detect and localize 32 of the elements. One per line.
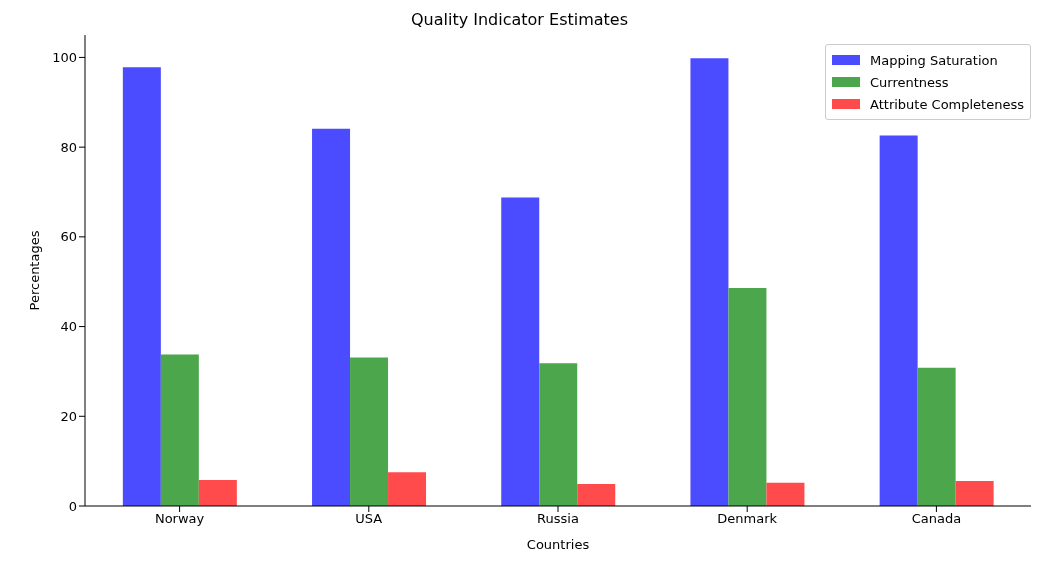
bar [690, 58, 729, 506]
bar [917, 367, 956, 506]
legend-label: Currentness [870, 74, 949, 90]
bar [577, 484, 616, 506]
x-tick-label: Denmark [717, 511, 778, 527]
bar [728, 287, 767, 506]
x-axis-title: Countries [526, 537, 590, 552]
bar [312, 128, 351, 506]
bar [501, 197, 540, 506]
x-tick-label: Norway [154, 511, 205, 527]
bar [350, 357, 389, 506]
legend-label: Attribute Completeness [870, 96, 1024, 112]
bar [539, 363, 578, 506]
y-axis-title: Percentages [26, 230, 42, 311]
y-tick-label: 80 [60, 139, 77, 155]
bar [160, 354, 199, 506]
y-tick-label: 20 [60, 408, 77, 424]
x-tick-label: Russia [537, 511, 579, 527]
y-tick-label: 100 [52, 50, 77, 66]
y-tick-label: 40 [60, 319, 77, 335]
x-tick-label: USA [355, 511, 383, 527]
x-tick-label: Canada [911, 511, 962, 527]
bar [198, 479, 237, 506]
bar [879, 135, 918, 506]
y-tick-label: 60 [60, 229, 77, 245]
bar [388, 472, 427, 506]
bar [766, 482, 805, 506]
chart-title: Quality Indicator Estimates [409, 10, 630, 29]
bar [122, 67, 161, 506]
bar [955, 480, 994, 506]
legend-label: Mapping Saturation [870, 52, 998, 68]
y-tick-label: 0 [68, 498, 77, 514]
